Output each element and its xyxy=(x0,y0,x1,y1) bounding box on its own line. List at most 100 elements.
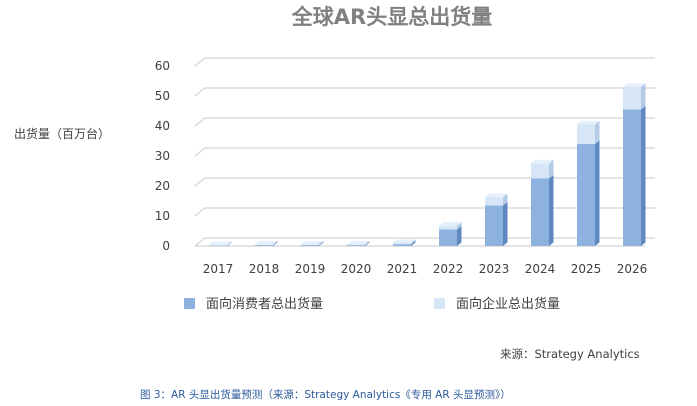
y-tick-label: 20 xyxy=(155,179,170,193)
bar-consumer-2020-front xyxy=(347,245,365,246)
gridlines xyxy=(194,57,655,247)
x-tick-label: 2024 xyxy=(525,262,556,276)
bar-enterprise-2024-top xyxy=(531,159,554,164)
bar-consumer-2025-front xyxy=(577,144,595,246)
gridline xyxy=(194,117,655,127)
bar-consumer-2018-side xyxy=(273,241,278,246)
bar-enterprise-2026-side xyxy=(641,83,646,110)
bar-consumer-2026-front xyxy=(623,109,641,246)
bar-enterprise-2021-top xyxy=(393,239,416,243)
bar-enterprise-2018-side xyxy=(273,240,278,246)
gridline xyxy=(194,177,655,187)
bar-enterprise-2023-top xyxy=(485,193,508,198)
bar-enterprise-2019 xyxy=(301,240,324,246)
bar-consumer-2026 xyxy=(623,105,646,247)
gridline xyxy=(194,147,655,157)
bar-enterprise-2024-side xyxy=(549,159,554,179)
bar-consumer-2026-side xyxy=(641,105,646,247)
bar-consumer-2024-front xyxy=(531,178,549,246)
bar-enterprise-2023-front xyxy=(485,197,503,206)
bar-enterprise-2018-top xyxy=(255,240,278,245)
bar-enterprise-2024-front xyxy=(531,163,549,179)
bar-enterprise-2023-side xyxy=(503,193,508,206)
bar-enterprise-2023 xyxy=(485,193,508,206)
bar-enterprise-2017-front xyxy=(209,245,227,246)
bar-enterprise-2022 xyxy=(439,222,462,230)
bar-enterprise-2025 xyxy=(577,120,600,144)
bar-enterprise-2021-side xyxy=(411,239,416,245)
x-tick-label: 2022 xyxy=(433,262,464,276)
x-tick-label: 2025 xyxy=(571,262,602,276)
legend: 面向消费者总出货量 面向企业总出货量 xyxy=(184,296,560,312)
bar-enterprise-2019-top xyxy=(301,240,324,245)
bars xyxy=(209,83,646,247)
legend-label-consumer: 面向消费者总出货量 xyxy=(206,296,323,312)
bar-enterprise-2026-top xyxy=(623,83,646,87)
bar-consumer-2024-side xyxy=(549,174,554,246)
bar-enterprise-2017-top xyxy=(209,241,232,246)
bar-consumer-2025 xyxy=(577,140,600,246)
y-tick-label: 10 xyxy=(155,209,170,223)
bar-enterprise-2024 xyxy=(531,159,554,179)
bar-enterprise-2021 xyxy=(393,239,416,245)
figure-caption: 图 3：AR 头显出货量预测（来源：Strategy Analytics《专用 … xyxy=(140,388,511,401)
bar-enterprise-2019-side xyxy=(319,240,324,246)
bar-enterprise-2019-front xyxy=(301,244,319,246)
bar-enterprise-2025-top xyxy=(577,120,600,125)
bar-enterprise-2021-front xyxy=(393,243,411,245)
legend-label-enterprise: 面向企业总出货量 xyxy=(456,296,560,312)
gridline xyxy=(194,87,655,97)
bar-enterprise-2018 xyxy=(255,240,278,246)
y-axis-ticks: 0 10 20 30 40 50 60 xyxy=(155,59,170,253)
x-axis-ticks: 2017 2018 2019 2020 2021 2022 2023 2024 2025 2026 xyxy=(203,262,648,276)
y-axis-label: 出货量（百万台） xyxy=(14,126,110,141)
y-tick-label: 0 xyxy=(162,239,170,253)
legend-swatch-enterprise xyxy=(434,298,445,309)
y-tick-label: 60 xyxy=(155,59,170,73)
bar-enterprise-2022-side xyxy=(457,222,462,230)
bar-enterprise-2017-side xyxy=(227,241,232,246)
x-tick-label: 2018 xyxy=(249,262,280,276)
bar-enterprise-2020-top xyxy=(347,240,370,245)
bar-consumer-2018-front xyxy=(255,245,273,246)
y-tick-label: 50 xyxy=(155,89,170,103)
bar-consumer-2022-front xyxy=(439,229,457,246)
bar-enterprise-2017 xyxy=(209,241,232,246)
bar-enterprise-2026 xyxy=(623,83,646,110)
bar-enterprise-2020-side xyxy=(365,240,370,246)
bar-enterprise-2022-top xyxy=(439,222,462,226)
chart-title: 全球AR头显总出货量 xyxy=(291,5,492,29)
legend-item-enterprise: 面向企业总出货量 xyxy=(434,296,560,312)
source-note: 来源：Strategy Analytics xyxy=(500,347,640,361)
bar-consumer-2024 xyxy=(531,174,554,246)
bar-consumer-2023 xyxy=(485,201,508,246)
bar-consumer-2019-front xyxy=(301,245,319,246)
bar-enterprise-2025-front xyxy=(577,124,595,144)
y-tick-label: 40 xyxy=(155,119,170,133)
legend-swatch-consumer xyxy=(184,298,195,309)
x-tick-label: 2023 xyxy=(479,262,510,276)
bar-consumer-2021-front xyxy=(393,244,411,246)
bar-enterprise-2025-side xyxy=(595,120,600,144)
x-tick-label: 2026 xyxy=(617,262,648,276)
y-tick-label: 30 xyxy=(155,149,170,163)
bar-consumer-2023-front xyxy=(485,205,503,246)
bar-consumer-2020-side xyxy=(365,241,370,246)
x-tick-label: 2021 xyxy=(387,262,418,276)
bar-consumer-2019-side xyxy=(319,241,324,246)
x-tick-label: 2019 xyxy=(295,262,326,276)
bar-consumer-2025-side xyxy=(595,140,600,246)
x-tick-label: 2017 xyxy=(203,262,234,276)
bar-enterprise-2020-front xyxy=(347,244,365,246)
bar-consumer-2017-side xyxy=(227,241,232,246)
bar-consumer-2021-side xyxy=(411,240,416,246)
bar-enterprise-2018-front xyxy=(255,244,273,246)
bar-consumer-2023-side xyxy=(503,201,508,246)
bar-enterprise-2020 xyxy=(347,240,370,246)
bar-enterprise-2022-front xyxy=(439,225,457,230)
gridline xyxy=(194,57,655,67)
x-tick-label: 2020 xyxy=(341,262,372,276)
bar-consumer-2022-side xyxy=(457,225,462,246)
legend-item-consumer: 面向消费者总出货量 xyxy=(184,296,323,312)
